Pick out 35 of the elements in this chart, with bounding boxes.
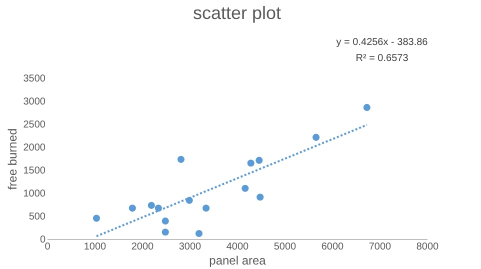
y-tick-label: 0 <box>40 234 46 246</box>
y-tick-label: 2500 <box>23 120 46 130</box>
chart-title: scatter plot <box>192 3 282 23</box>
x-tick-label: 4000 <box>226 242 250 252</box>
x-tick-label: 5000 <box>274 242 297 252</box>
point <box>177 156 185 163</box>
x-tick-label: 2000 <box>131 242 154 252</box>
x-tick-label: 7000 <box>368 242 392 252</box>
y-tick-label: 2000 <box>23 142 46 154</box>
text: y = 0.4256x - 383.86 <box>336 37 428 48</box>
text: R² = 0.6573 <box>356 53 409 64</box>
x-tick-label: 6000 <box>321 242 344 252</box>
y-tick-label: 500 <box>28 212 46 222</box>
point <box>195 230 203 238</box>
point <box>148 202 155 209</box>
y-tick-label: 3000 <box>23 96 46 108</box>
point <box>162 228 169 236</box>
y-axis-title: free burned <box>5 128 20 190</box>
point <box>128 204 136 212</box>
point <box>256 156 263 164</box>
point <box>312 134 320 141</box>
point <box>92 214 100 222</box>
point <box>242 184 249 192</box>
point <box>247 160 254 167</box>
x-axis-title: panel area <box>209 254 266 268</box>
x-tick-label: 8000 <box>416 242 440 252</box>
y-tick-label: 1000 <box>23 188 46 200</box>
point <box>363 104 370 111</box>
y-tick-label: 3500 <box>23 74 46 84</box>
point <box>256 194 264 201</box>
x-tick-label: 1000 <box>84 242 107 252</box>
point <box>202 204 210 212</box>
point <box>162 218 169 225</box>
y-tick-label: 1500 <box>23 166 46 176</box>
x-tick-label: 3000 <box>178 242 202 252</box>
